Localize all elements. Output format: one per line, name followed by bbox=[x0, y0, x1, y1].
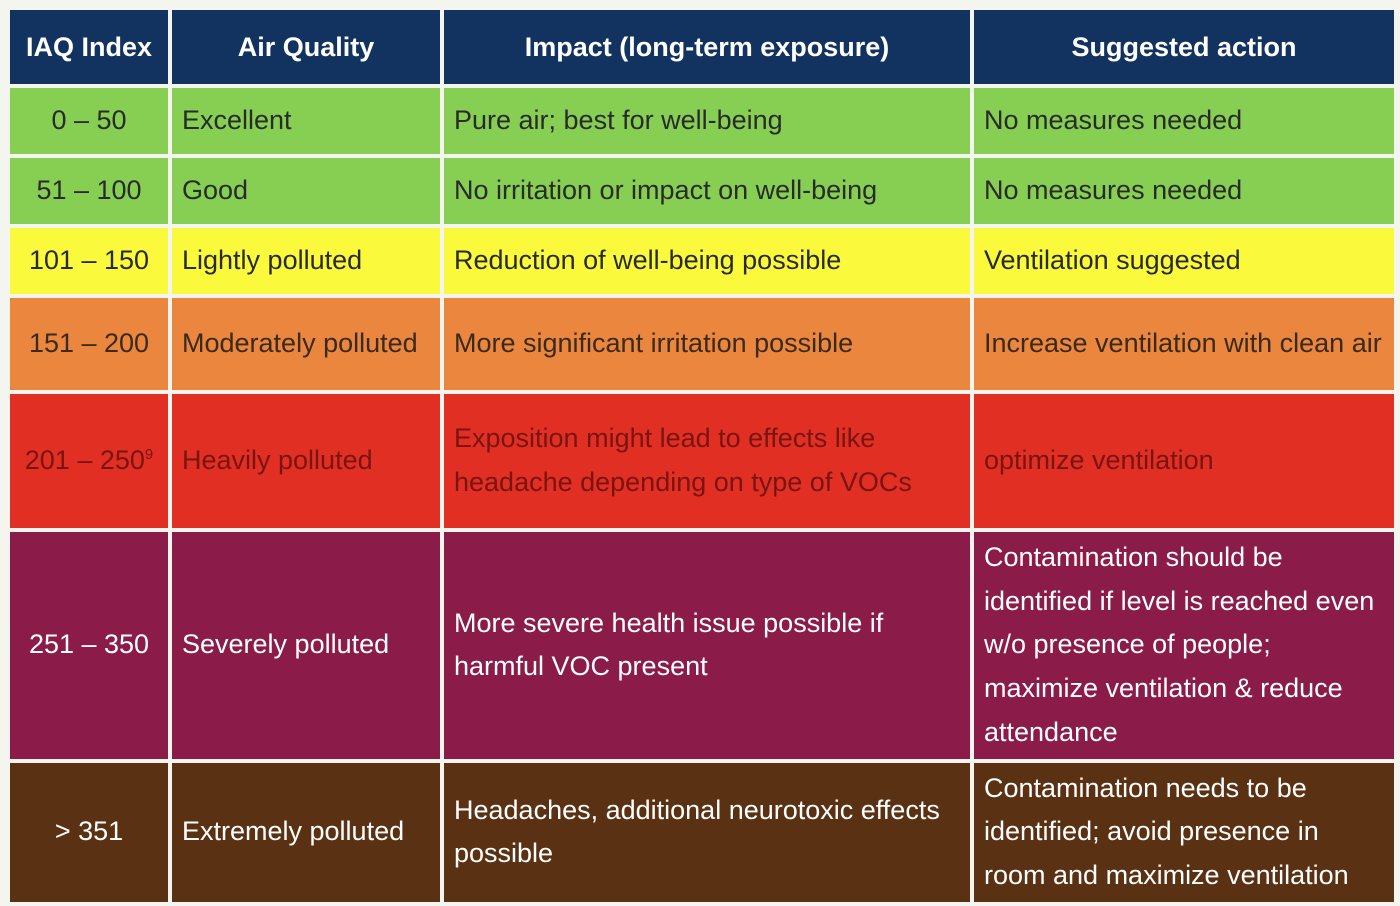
iaq-index-value: 101 – 150 bbox=[28, 245, 150, 276]
header-row: IAQ Index Air Quality Impact (long-term … bbox=[10, 10, 1394, 84]
impact-cell: No irritation or impact on well-being bbox=[444, 158, 970, 224]
suggested-action-cell: Contamination needs to be identified; av… bbox=[974, 762, 1394, 902]
air-quality-cell: Excellent bbox=[172, 88, 440, 154]
header-iaq-index: IAQ Index bbox=[10, 10, 168, 84]
suggested-action-cell: optimize ventilation bbox=[974, 394, 1394, 528]
iaq-index-cell: 51 – 100 bbox=[10, 158, 168, 224]
air-quality-cell: Good bbox=[172, 158, 440, 224]
air-quality-cell: Moderately polluted bbox=[172, 298, 440, 390]
suggested-action-cell: Increase ventilation with clean air bbox=[974, 298, 1394, 390]
iaq-index-cell: 0 – 50 bbox=[10, 88, 168, 154]
header-suggested-action: Suggested action bbox=[974, 10, 1394, 84]
iaq-index-value: 251 – 350 bbox=[28, 629, 150, 660]
impact-cell: Headaches, additional neurotoxic effects… bbox=[444, 762, 970, 902]
iaq-index-value: 0 – 50 bbox=[51, 105, 127, 136]
header-air-quality: Air Quality bbox=[172, 10, 440, 84]
header-impact: Impact (long-term exposure) bbox=[444, 10, 970, 84]
table-row: 201 – 2509 Heavily polluted Exposition m… bbox=[10, 394, 1394, 528]
table-row: 251 – 350 Severely polluted More severe … bbox=[10, 532, 1394, 759]
iaq-index-cell: 101 – 150 bbox=[10, 228, 168, 294]
footnote-marker: 9 bbox=[144, 446, 154, 464]
table-row: 101 – 150 Lightly polluted Reduction of … bbox=[10, 228, 1394, 294]
impact-cell: More severe health issue possible if har… bbox=[444, 532, 970, 759]
impact-cell: Exposition might lead to effects like he… bbox=[444, 394, 970, 528]
impact-cell: Pure air; best for well-being bbox=[444, 88, 970, 154]
table-row: 51 – 100 Good No irritation or impact on… bbox=[10, 158, 1394, 224]
table-row: 151 – 200 Moderately polluted More signi… bbox=[10, 298, 1394, 390]
suggested-action-cell: No measures needed bbox=[974, 88, 1394, 154]
iaq-index-value: 151 – 200 bbox=[28, 328, 150, 359]
impact-cell: Reduction of well-being possible bbox=[444, 228, 970, 294]
iaq-index-cell: 251 – 350 bbox=[10, 532, 168, 759]
table-row: 0 – 50 Excellent Pure air; best for well… bbox=[10, 88, 1394, 154]
air-quality-cell: Heavily polluted bbox=[172, 394, 440, 528]
iaq-index-cell: 151 – 200 bbox=[10, 298, 168, 390]
iaq-index-cell: > 351 bbox=[10, 762, 168, 902]
table-row: > 351 Extremely polluted Headaches, addi… bbox=[10, 762, 1394, 902]
suggested-action-cell: Contamination should be identified if le… bbox=[974, 532, 1394, 759]
air-quality-cell: Extremely polluted bbox=[172, 762, 440, 902]
iaq-index-value: 51 – 100 bbox=[36, 175, 142, 206]
iaq-index-value: > 351 bbox=[54, 816, 124, 847]
iaq-index-value: 201 – 250 bbox=[24, 445, 145, 476]
air-quality-cell: Lightly polluted bbox=[172, 228, 440, 294]
suggested-action-cell: No measures needed bbox=[974, 158, 1394, 224]
iaq-table-container: IAQ Index Air Quality Impact (long-term … bbox=[6, 6, 1394, 902]
air-quality-cell: Severely polluted bbox=[172, 532, 440, 759]
iaq-table: IAQ Index Air Quality Impact (long-term … bbox=[6, 6, 1398, 906]
suggested-action-cell: Ventilation suggested bbox=[974, 228, 1394, 294]
iaq-index-cell: 201 – 2509 bbox=[10, 394, 168, 528]
impact-cell: More significant irritation possible bbox=[444, 298, 970, 390]
